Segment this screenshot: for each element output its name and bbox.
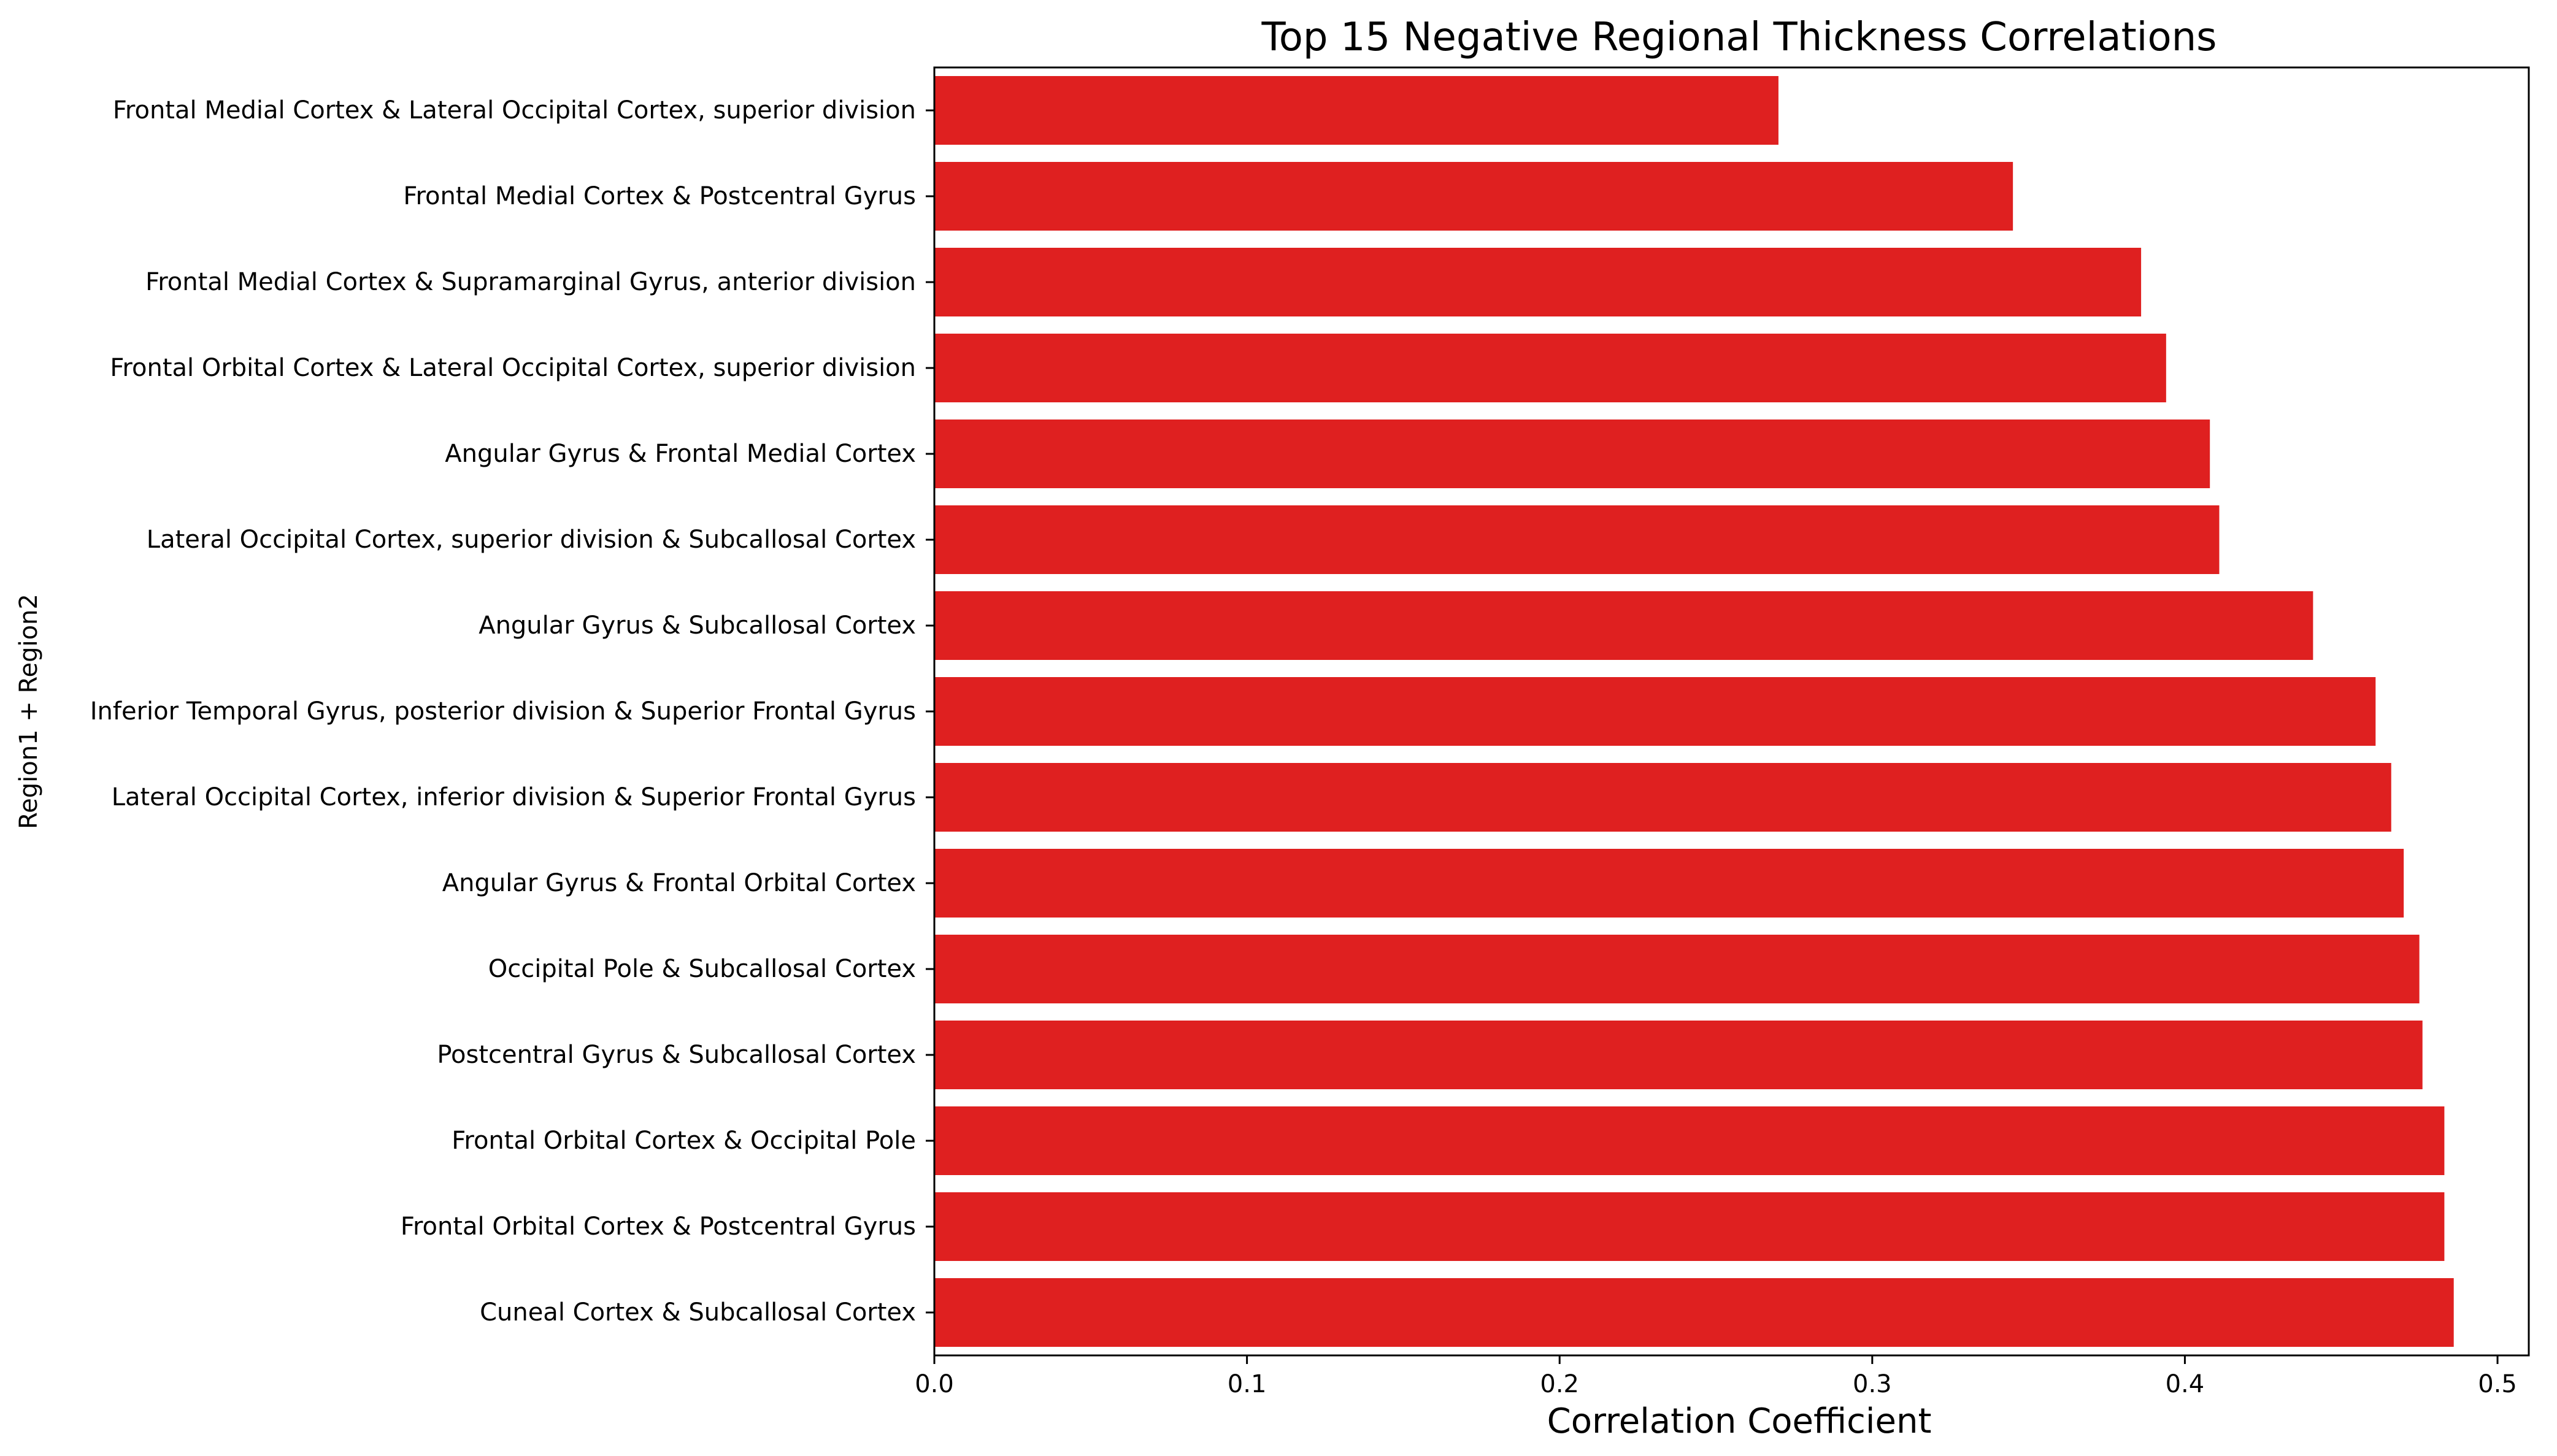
bars-group [934, 76, 2454, 1347]
x-tick-label: 0.4 [2166, 1370, 2205, 1398]
bar [934, 76, 1778, 145]
y-tick-label: Angular Gyrus & Frontal Medial Cortex [445, 440, 916, 468]
y-tick-label: Frontal Orbital Cortex & Postcentral Gyr… [401, 1213, 916, 1241]
x-tick-label: 0.3 [1853, 1370, 1892, 1398]
bar [934, 849, 2404, 918]
y-tick-label: Lateral Occipital Cortex, superior divis… [147, 526, 916, 554]
bar [934, 677, 2376, 746]
bar [934, 763, 2391, 832]
y-axis-ticks: Frontal Medial Cortex & Lateral Occipita… [90, 96, 934, 1327]
bar [934, 591, 2313, 660]
y-tick-label: Frontal Orbital Cortex & Occipital Pole [452, 1127, 916, 1155]
chart-title: Top 15 Negative Regional Thickness Corre… [1261, 15, 2217, 60]
y-tick-label: Frontal Medial Cortex & Supramarginal Gy… [145, 268, 916, 296]
bar [934, 1106, 2445, 1175]
bar [934, 1192, 2445, 1261]
x-axis-label: Correlation Coefficient [1547, 1401, 1932, 1441]
plot-area-frame [933, 66, 2530, 1357]
bar [934, 334, 2166, 402]
y-tick-label: Postcentral Gyrus & Subcallosal Cortex [437, 1041, 916, 1069]
y-tick-label: Cuneal Cortex & Subcallosal Cortex [480, 1298, 916, 1327]
bar [934, 1278, 2454, 1347]
bar [934, 420, 2210, 488]
y-tick-label: Inferior Temporal Gyrus, posterior divis… [90, 697, 916, 726]
y-axis-label: Region1 + Region2 [15, 594, 43, 829]
bar [934, 505, 2220, 574]
x-tick-label: 0.1 [1228, 1370, 1267, 1398]
x-tick-label: 0.2 [1540, 1370, 1579, 1398]
bar [934, 1021, 2423, 1089]
x-tick-label: 0.5 [2478, 1370, 2517, 1398]
x-tick-label: 0.0 [915, 1370, 954, 1398]
bar [934, 248, 2142, 316]
y-tick-label: Occipital Pole & Subcallosal Cortex [488, 955, 916, 983]
y-tick-label: Frontal Medial Cortex & Postcentral Gyru… [403, 182, 916, 210]
y-tick-label: Angular Gyrus & Frontal Orbital Cortex [442, 869, 916, 897]
bar [934, 162, 2013, 231]
y-tick-label: Frontal Orbital Cortex & Lateral Occipit… [110, 354, 916, 382]
x-axis-ticks: 0.0 0.1 0.2 0.3 0.4 0.5 [915, 1355, 2517, 1398]
y-tick-label: Frontal Medial Cortex & Lateral Occipita… [113, 96, 916, 125]
bar [934, 935, 2420, 1003]
y-tick-label: Lateral Occipital Cortex, inferior divis… [112, 783, 916, 811]
y-tick-label: Angular Gyrus & Subcallosal Cortex [479, 611, 916, 640]
